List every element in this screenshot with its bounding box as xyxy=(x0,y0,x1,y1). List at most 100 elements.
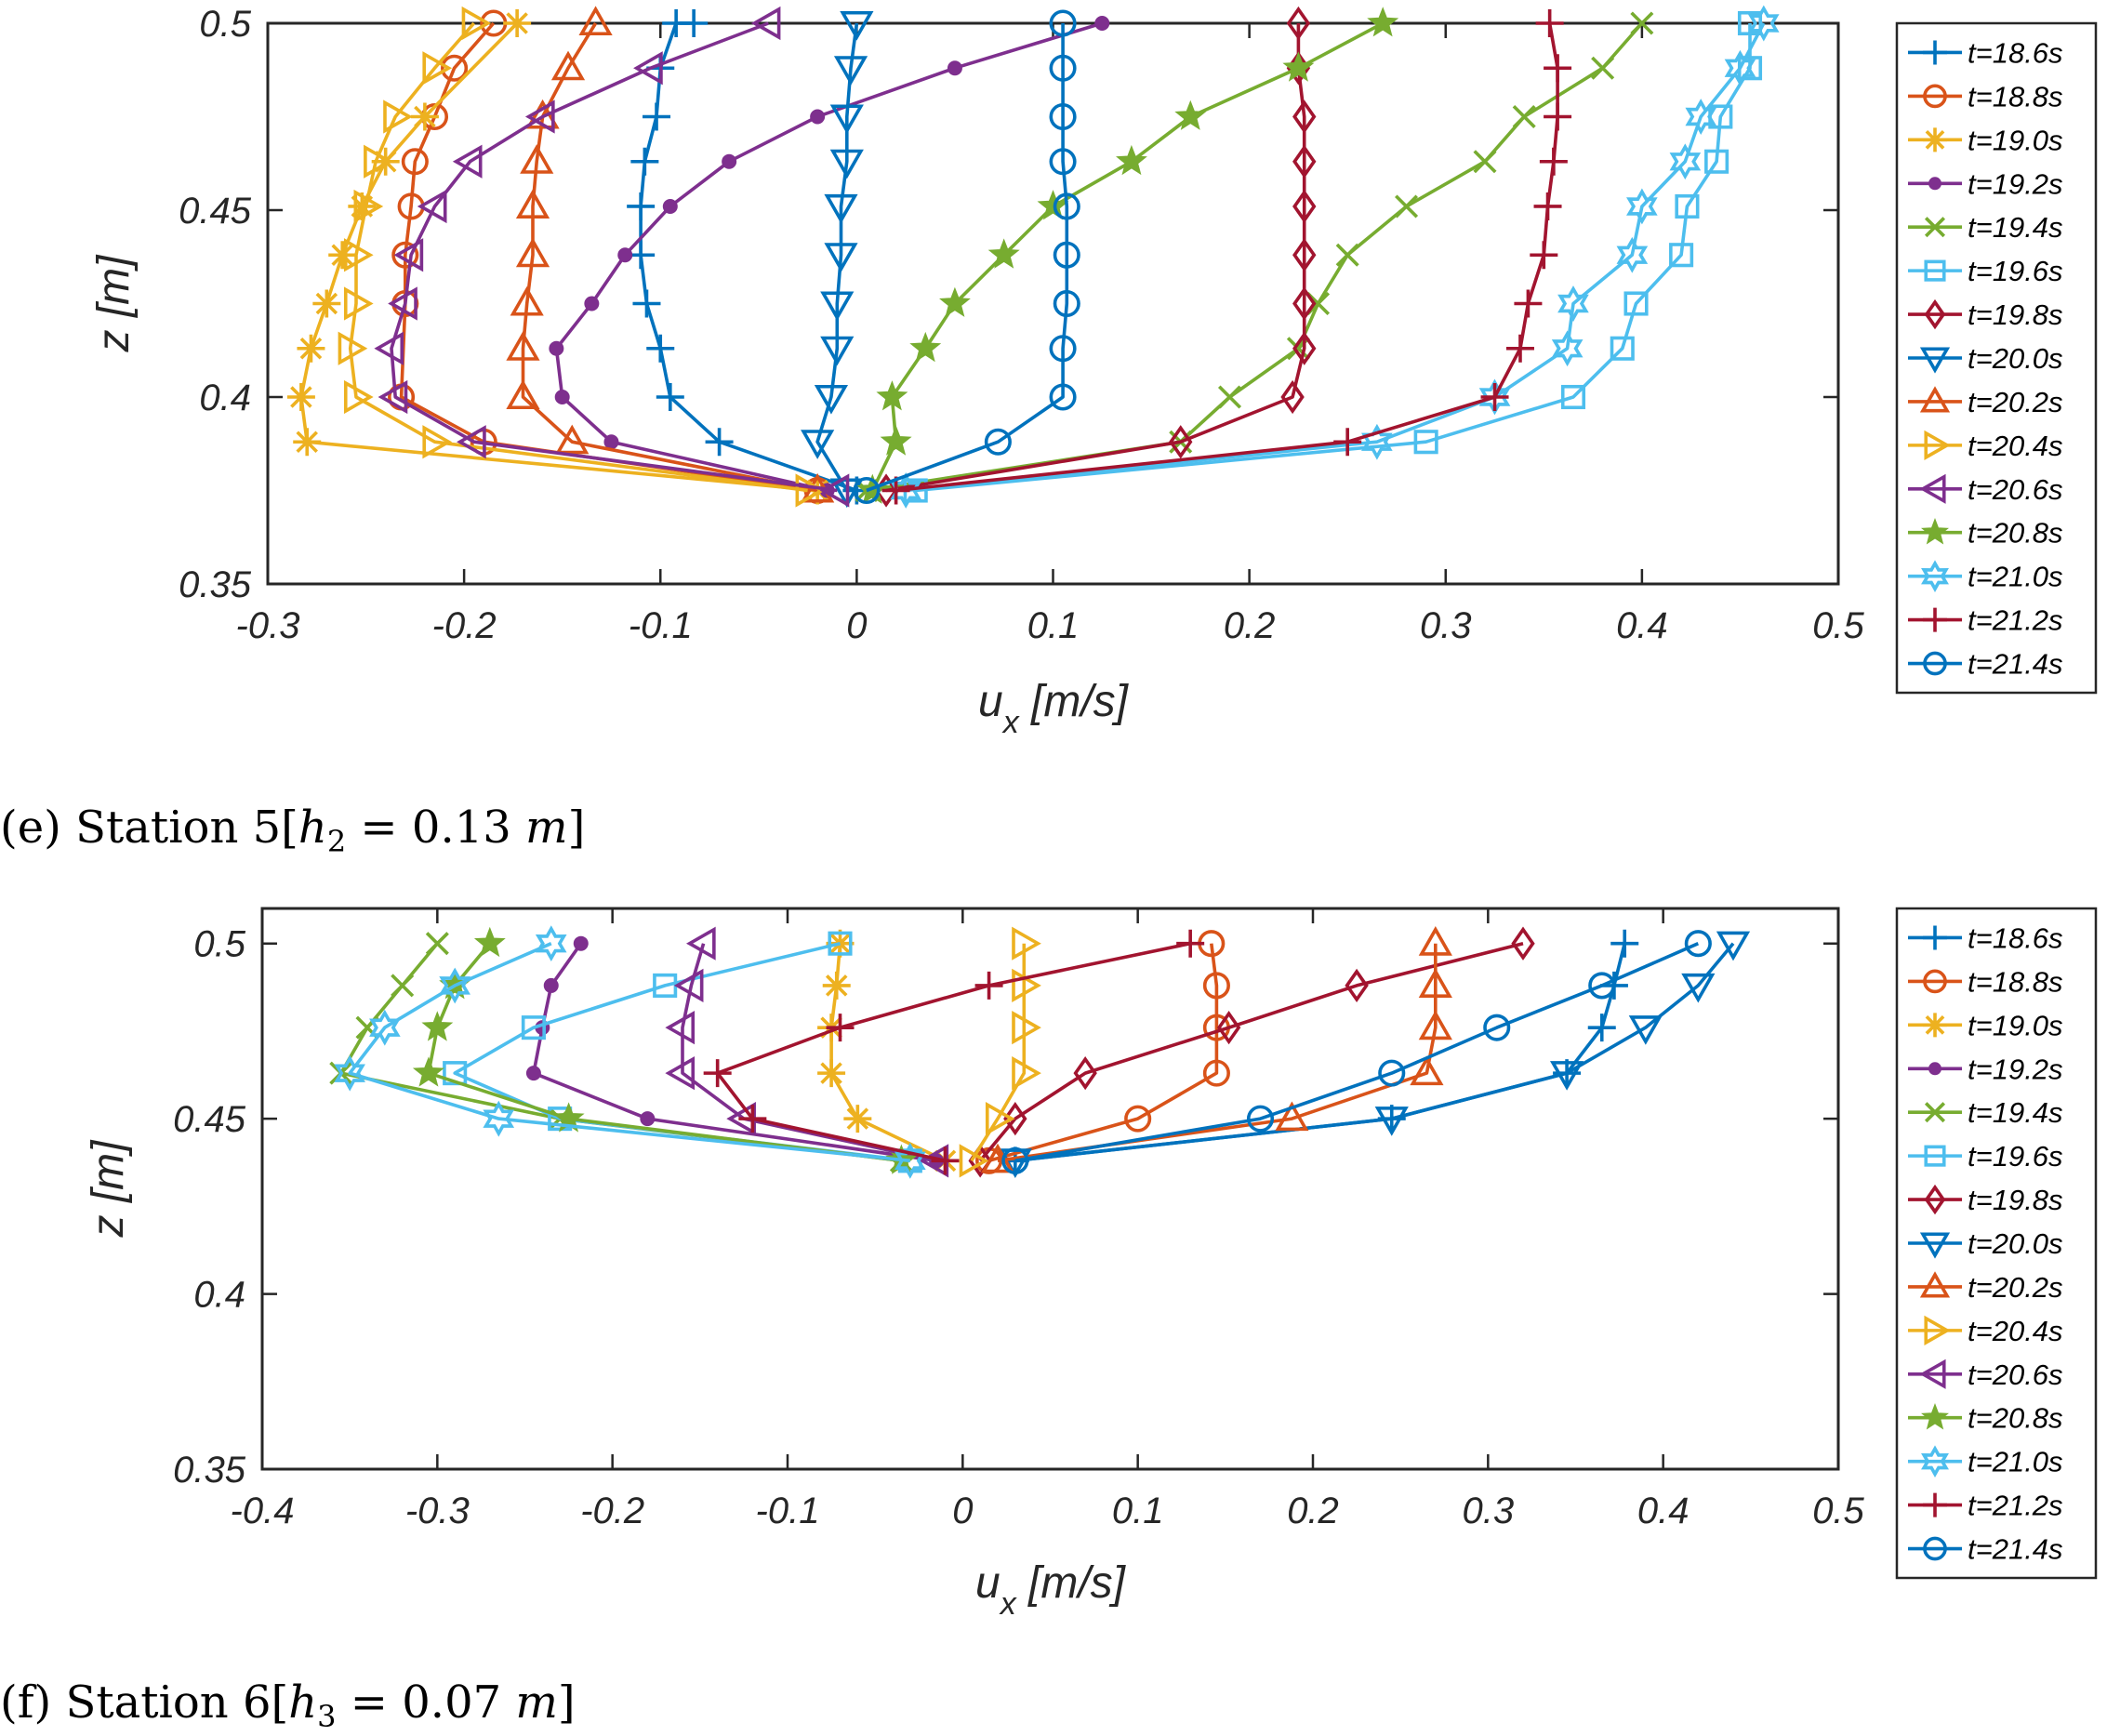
data-point xyxy=(410,102,439,131)
data-point xyxy=(1610,336,1635,361)
legend-item: t=19.8s xyxy=(1908,1184,2063,1216)
series-line xyxy=(299,21,818,493)
data-point xyxy=(1418,968,1452,998)
data-point xyxy=(1530,241,1558,270)
legend-marker xyxy=(1924,217,1946,238)
data-point xyxy=(391,241,419,269)
plot-area xyxy=(260,907,1840,1471)
data-point xyxy=(1737,10,1763,36)
data-point xyxy=(627,192,656,220)
series-line xyxy=(988,943,1219,1163)
data-point xyxy=(738,1105,767,1133)
legend-item: t=19.2s xyxy=(1908,167,2063,200)
legend-marker xyxy=(1921,1445,1949,1478)
legend-label: t=19.2s xyxy=(1968,167,2063,200)
data-point xyxy=(1049,54,1077,82)
data-point xyxy=(1169,425,1193,459)
legend-item: t=20.0s xyxy=(1908,342,2063,375)
x-tick-label: -0.2 xyxy=(580,1491,644,1531)
data-point xyxy=(503,9,532,37)
legend-label: t=20.6s xyxy=(1968,473,2063,506)
data-point xyxy=(1511,926,1535,961)
data-point xyxy=(1410,1055,1444,1086)
data-point xyxy=(1669,143,1702,180)
series-t=20.0s xyxy=(801,10,874,509)
x-axis-label: ux [m/s] xyxy=(978,677,1130,740)
data-point xyxy=(1282,51,1315,82)
data-point xyxy=(824,193,858,224)
data-point xyxy=(1280,379,1305,415)
legend-label: t=20.8s xyxy=(1968,1402,2063,1435)
legend-label: t=18.6s xyxy=(1968,921,2063,954)
data-point xyxy=(1551,330,1584,367)
legend-label: t=21.0s xyxy=(1968,561,2063,593)
data-point xyxy=(421,1011,454,1041)
legend-marker xyxy=(1924,298,1946,330)
data-point xyxy=(550,50,586,81)
data-point xyxy=(1505,334,1534,363)
data-point xyxy=(369,1009,401,1046)
data-point xyxy=(974,971,1003,1000)
data-point xyxy=(814,384,849,415)
series-t=21.2s xyxy=(703,929,1205,1175)
data-point xyxy=(343,238,374,272)
data-point xyxy=(987,238,1020,269)
data-point xyxy=(520,144,554,174)
series-line xyxy=(399,21,818,493)
data-point xyxy=(515,189,550,219)
data-point xyxy=(457,425,486,459)
legend-label: t=20.6s xyxy=(1968,1358,2063,1391)
data-point xyxy=(525,1066,541,1081)
legend-label: t=19.6s xyxy=(1968,1140,2063,1173)
series-line xyxy=(715,941,1191,1163)
series-line xyxy=(866,23,1069,493)
legend-marker xyxy=(1928,177,1941,191)
legend: t=18.6s t=18.8s t=19.0s t=19.2s t=19.4s t=19.… xyxy=(1895,907,2098,1580)
x-tick-label: -0.1 xyxy=(629,605,693,646)
x-tick-label: 0.3 xyxy=(1463,1491,1515,1531)
data-point xyxy=(506,379,540,410)
data-point xyxy=(633,51,663,86)
data-point xyxy=(1333,428,1362,457)
data-point xyxy=(703,1059,732,1088)
y-axis-label: z [m] xyxy=(89,254,139,353)
legend-item: t=20.2s xyxy=(1908,1271,2063,1304)
legend-label: t=21.0s xyxy=(1968,1446,2063,1478)
legend-label: t=20.4s xyxy=(1968,1315,2063,1347)
data-point xyxy=(1630,11,1654,35)
data-point xyxy=(338,331,368,365)
legend-marker xyxy=(1923,84,1947,109)
data-point xyxy=(422,425,453,459)
data-point xyxy=(673,968,704,1003)
legend-label: t=20.8s xyxy=(1968,517,2063,550)
legend-marker xyxy=(1919,386,1951,413)
data-point xyxy=(1217,385,1242,409)
caption-station-6: (f) Station 6[h3 = 0.07 m] xyxy=(0,1676,576,1734)
data-point xyxy=(286,383,315,411)
data-point xyxy=(1116,144,1147,176)
data-point xyxy=(665,1011,696,1045)
legend-marker xyxy=(1923,1536,1947,1561)
data-point xyxy=(617,247,633,263)
legend-marker xyxy=(1921,560,1949,592)
series-t=21.4s xyxy=(853,9,1080,505)
data-point xyxy=(750,6,781,41)
legend-marker xyxy=(1919,473,1946,504)
data-point xyxy=(820,336,855,366)
data-point xyxy=(826,929,855,958)
data-point xyxy=(524,99,555,134)
data-point xyxy=(1704,149,1729,174)
data-point xyxy=(795,473,826,508)
data-point xyxy=(1591,56,1615,80)
data-point xyxy=(378,379,408,415)
legend-label: t=20.0s xyxy=(1968,1227,2063,1260)
y-tick-label: 0.5 xyxy=(199,4,251,45)
data-point xyxy=(985,1102,1015,1136)
data-point xyxy=(1473,150,1497,174)
legend-marker xyxy=(1919,1358,1946,1389)
legend-item: t=20.6s xyxy=(1908,1358,2063,1391)
data-point xyxy=(1560,384,1586,410)
legend-item: t=18.8s xyxy=(1908,965,2063,998)
data-point xyxy=(1483,1014,1511,1041)
data-point xyxy=(890,472,921,509)
